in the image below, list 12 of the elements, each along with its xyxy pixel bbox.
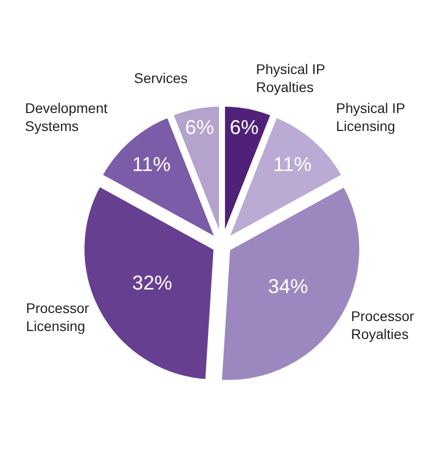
slice-label: Processor Licensing xyxy=(26,300,90,334)
data-label: 6% xyxy=(185,116,214,139)
data-label: 34% xyxy=(268,276,308,298)
data-label: 11% xyxy=(132,154,171,176)
slice-label: Processor Royalties xyxy=(351,308,414,342)
slice-label: Physical IP Royalties xyxy=(256,61,326,96)
slice-label: Development Systems xyxy=(25,100,108,134)
data-label: 6% xyxy=(230,116,259,139)
slice-label: Services xyxy=(134,70,188,86)
data-label: 11% xyxy=(273,154,312,176)
data-label: 32% xyxy=(132,272,172,294)
slice-label: Physical IP Licensing xyxy=(336,100,406,134)
